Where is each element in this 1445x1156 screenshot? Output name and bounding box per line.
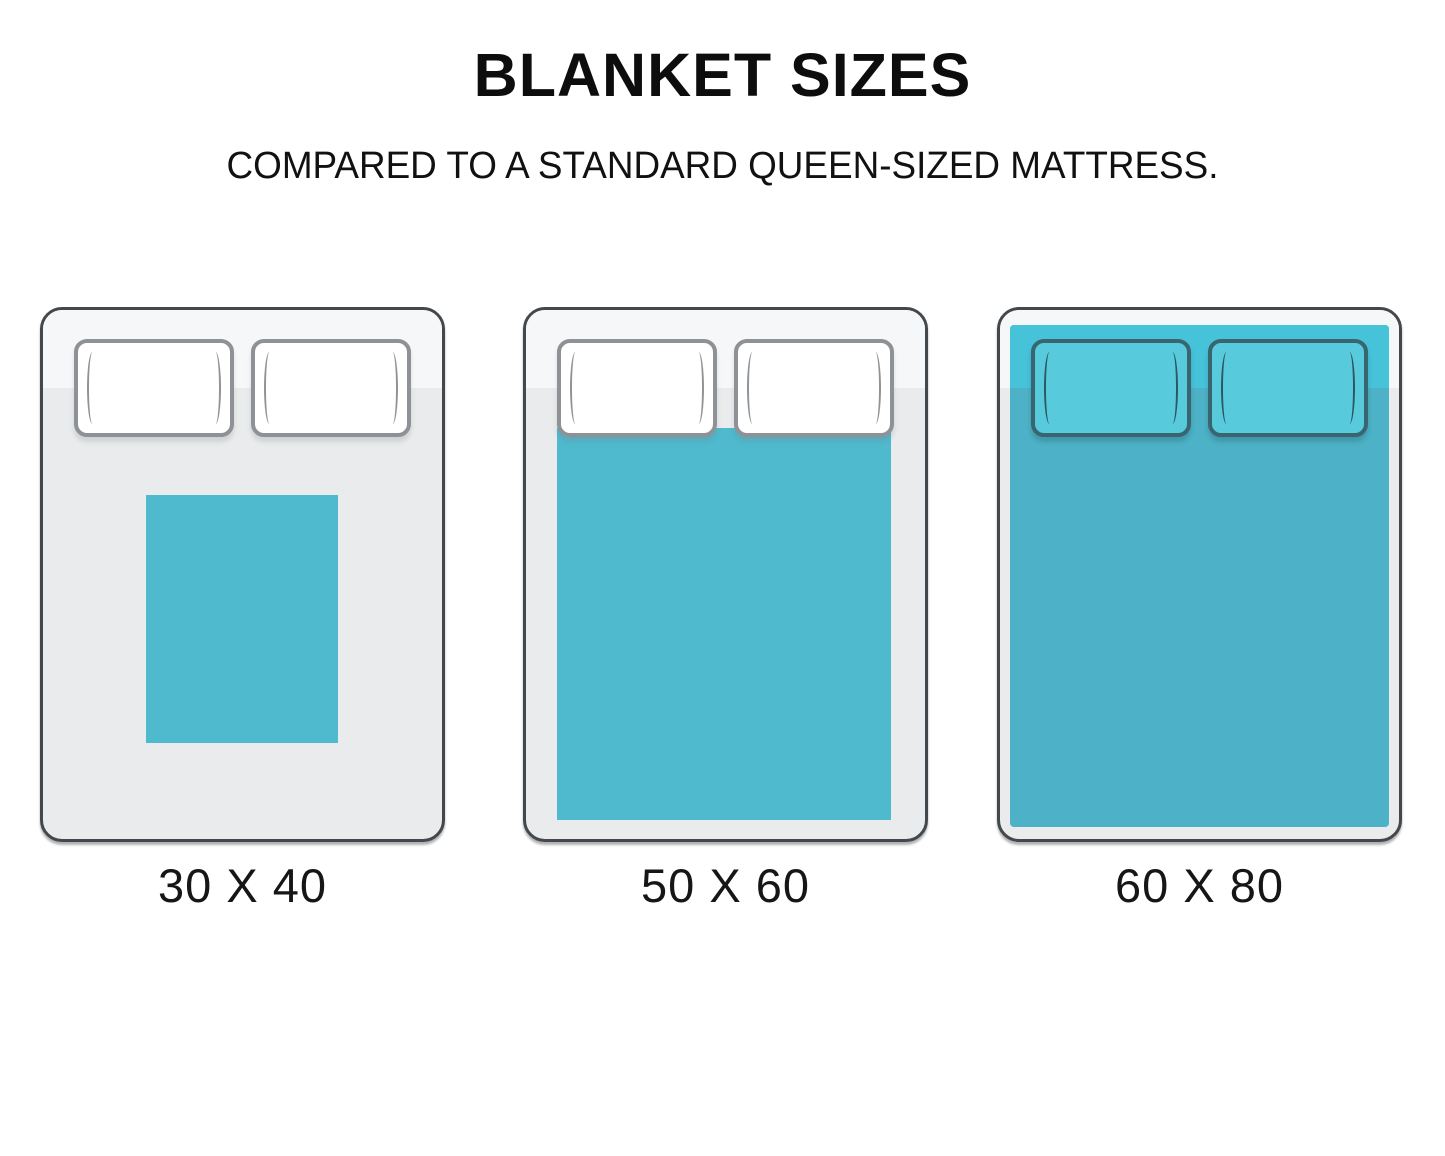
blanket-50x60 (557, 428, 891, 820)
queen-mattress (40, 307, 445, 842)
pillow-crease-icon (870, 352, 881, 424)
pillow-left-covered (1031, 339, 1191, 437)
pillow-crease-icon (1044, 352, 1055, 424)
pillow-left (74, 339, 234, 437)
pillow-crease-icon (1344, 352, 1355, 424)
bed-diagram-50x60: 50 X 60 (523, 307, 928, 912)
pillow-left (557, 339, 717, 437)
pillow-crease-icon (387, 352, 398, 424)
queen-mattress (523, 307, 928, 842)
pillow-crease-icon (210, 352, 221, 424)
pillow-right (734, 339, 894, 437)
pillow-crease-icon (747, 352, 758, 424)
pillow-right (251, 339, 411, 437)
pillow-crease-icon (264, 352, 275, 424)
pillow-crease-icon (1167, 352, 1178, 424)
page-title: BLANKET SIZES (473, 41, 972, 109)
pillow-crease-icon (570, 352, 581, 424)
pillow-crease-icon (693, 352, 704, 424)
pillow-crease-icon (1221, 352, 1232, 424)
page-subtitle: COMPARED TO A STANDARD QUEEN-SIZED MATTR… (226, 145, 1219, 187)
size-label-30x40: 30 X 40 (157, 859, 328, 912)
size-label-60x80: 60 X 80 (1114, 859, 1285, 912)
bed-diagram-60x80: 60 X 80 (997, 307, 1402, 912)
queen-mattress (997, 307, 1402, 842)
size-label-50x60: 50 X 60 (640, 859, 811, 912)
pillow-crease-icon (87, 352, 98, 424)
bed-diagram-30x40: 30 X 40 (40, 307, 445, 912)
blanket-30x40 (146, 495, 338, 743)
pillow-right-covered (1208, 339, 1368, 437)
